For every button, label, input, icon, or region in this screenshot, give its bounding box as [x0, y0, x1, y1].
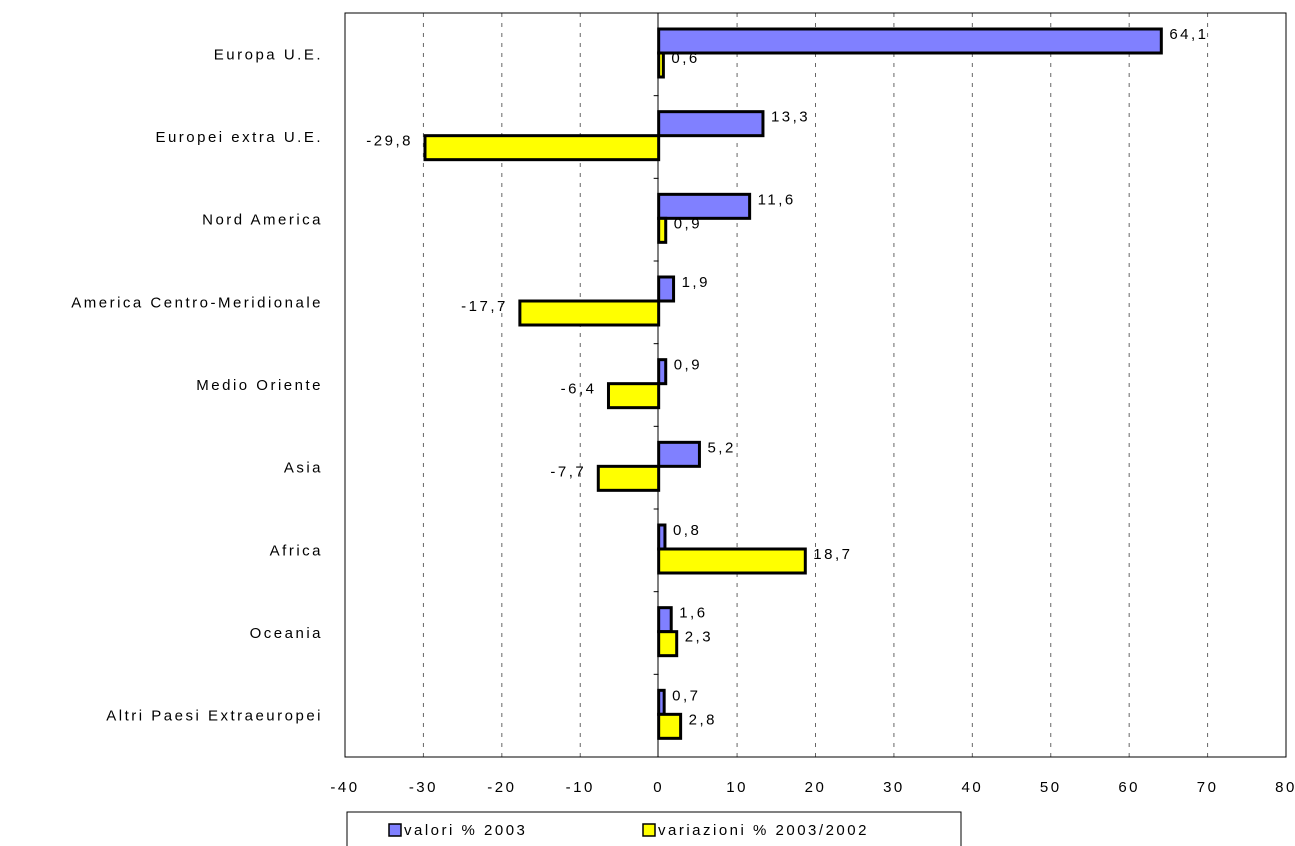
data-label-series-1: 1,6 — [679, 605, 707, 622]
category-label: America Centro-Meridionale — [71, 294, 323, 311]
bar-series-2 — [596, 464, 661, 492]
x-tick-label: 70 — [1197, 779, 1219, 796]
data-label-series-1: 1,9 — [682, 274, 710, 291]
legend: valori % 2003 variazioni % 2003/2002 — [346, 811, 962, 846]
data-label-series-2: -29,8 — [366, 133, 413, 150]
data-label-series-2: 18,7 — [813, 546, 852, 563]
x-tick-label: 60 — [1118, 779, 1140, 796]
category-label: Medio Oriente — [196, 377, 323, 394]
x-tick-label: -10 — [566, 779, 595, 796]
data-label-series-1: 0,7 — [672, 687, 700, 704]
data-label-series-1: 0,8 — [673, 522, 701, 539]
data-label-series-1: 5,2 — [707, 439, 735, 456]
bar-series-1 — [657, 358, 668, 386]
x-tick-label: -20 — [487, 779, 516, 796]
legend-swatch-series-1 — [388, 823, 402, 837]
x-tick-labels: -40 -30 -20 -10 0 10 20 30 40 50 60 70 80 — [330, 779, 1295, 796]
category-label: Europei extra U.E. — [155, 129, 323, 146]
legend-label-series-1: valori % 2003 — [404, 822, 527, 839]
data-label-series-1: 13,3 — [771, 109, 810, 126]
data-label-series-2: -6,4 — [561, 381, 597, 398]
data-label-series-1: 0,9 — [674, 357, 702, 374]
data-label-series-2: -7,7 — [550, 463, 586, 480]
data-label-series-1: 11,6 — [758, 191, 796, 208]
data-labels: 64,1 0,6 13,3 -29,8 11,6 0,9 1,9 -17,7 0,9 -6,4 5,… — [366, 26, 1208, 728]
x-tick-label: 50 — [1040, 779, 1062, 796]
bar-series-1 — [657, 688, 666, 716]
data-label-series-1: 64,1 — [1169, 26, 1208, 43]
x-tick-label: 0 — [653, 779, 664, 796]
bar-series-1 — [657, 440, 701, 468]
bar-series-1 — [657, 275, 676, 303]
bar-series-2 — [423, 134, 661, 162]
bar-series-1 — [657, 606, 673, 634]
legend-label-series-2: variazioni % 2003/2002 — [658, 822, 869, 839]
data-label-series-2: 2,8 — [689, 711, 717, 728]
bar-series-2 — [657, 712, 683, 740]
category-label: Altri Paesi Extraeuropei — [106, 708, 323, 725]
x-tick-label: 20 — [805, 779, 827, 796]
category-label: Africa — [270, 542, 323, 559]
bar-series-1 — [657, 27, 1163, 55]
data-label-series-2: 2,3 — [685, 629, 713, 646]
bar-series-1 — [657, 110, 765, 138]
x-tick-label: -40 — [330, 779, 359, 796]
bar-series-1 — [657, 523, 667, 551]
bar-series-1 — [657, 192, 752, 220]
category-labels: Europa U.E. Europei extra U.E. Nord Americ… — [71, 46, 323, 725]
data-label-series-2: -17,7 — [461, 298, 508, 315]
bar-series-2 — [518, 299, 661, 327]
category-label: Nord America — [202, 212, 323, 229]
x-tick-label: 80 — [1275, 779, 1295, 796]
x-tick-label: 10 — [726, 779, 748, 796]
bar-series-2 — [657, 547, 807, 575]
plot-area-border — [344, 12, 1287, 758]
x-tick-label: -30 — [409, 779, 438, 796]
bar-series-2 — [606, 382, 661, 410]
gridlines — [422, 13, 1209, 757]
data-label-series-2: 0,6 — [671, 50, 699, 67]
bar-series-2 — [657, 51, 665, 79]
bars — [423, 27, 1163, 740]
category-label: Oceania — [250, 625, 323, 642]
x-tick-label: 40 — [961, 779, 983, 796]
category-label: Europa U.E. — [214, 46, 323, 63]
legend-swatch-series-2 — [642, 823, 656, 837]
category-label: Asia — [284, 460, 323, 477]
bar-series-2 — [657, 630, 679, 658]
bar-series-2 — [657, 216, 668, 244]
x-tick-label: 30 — [883, 779, 905, 796]
data-label-series-2: 0,9 — [674, 215, 702, 232]
